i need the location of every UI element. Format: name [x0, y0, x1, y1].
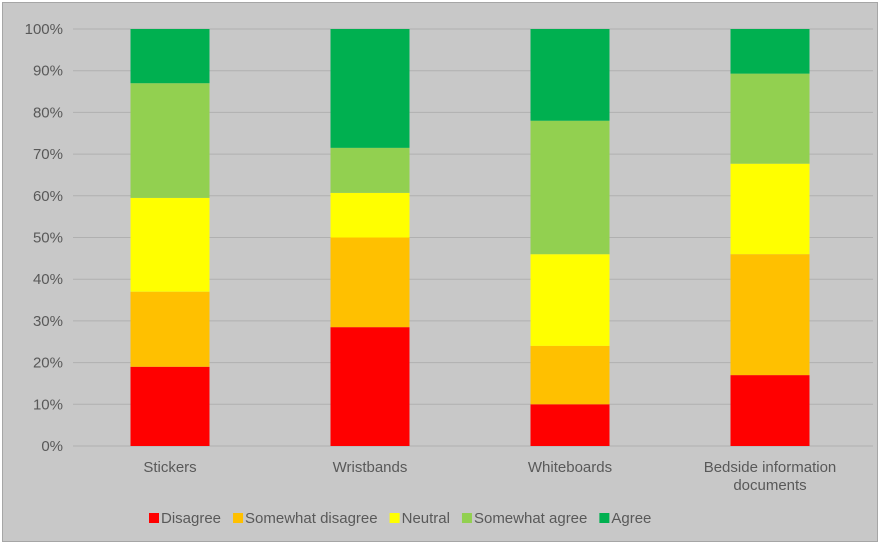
bar-segment	[730, 163, 810, 255]
legend-label: Agree	[611, 510, 651, 527]
bar-segment	[130, 366, 210, 446]
x-category-label: Stickers	[143, 459, 196, 476]
legend-swatch	[233, 513, 244, 523]
bar-segment	[730, 375, 810, 446]
legend-swatch	[461, 513, 472, 523]
legend-label: Neutral	[402, 510, 450, 527]
bar-segment	[330, 327, 410, 446]
bar-segment	[130, 83, 210, 198]
bar-segment	[530, 254, 610, 346]
y-tick-label: 20%	[33, 355, 63, 372]
y-tick-label: 30%	[33, 313, 63, 330]
bar-segment	[330, 192, 410, 238]
y-tick-label: 50%	[33, 230, 63, 247]
legend-swatch	[389, 513, 400, 523]
y-tick-label: 70%	[33, 146, 63, 163]
bar-segment	[530, 120, 610, 255]
y-tick-label: 100%	[25, 21, 63, 38]
stacked-bar-chart: 0% 10% 20% 30% 40% 50% 60% 70% 80% 90% 100% Sticke…	[25, 21, 873, 527]
bar-segment	[530, 29, 610, 121]
bar-segment	[330, 237, 410, 328]
bar-segment	[330, 147, 410, 193]
x-category-label: Bedside information documents	[704, 459, 837, 494]
bar-segment	[130, 197, 210, 292]
y-tick-label: 40%	[33, 271, 63, 288]
legend-label: Disagree	[161, 510, 221, 527]
x-axis: Stickers Wristbands Whiteboards Bedside inf…	[143, 459, 836, 494]
y-tick-label: 80%	[33, 104, 63, 121]
legend-swatch	[149, 513, 159, 523]
bar-segment	[130, 29, 210, 84]
bar-segment	[530, 345, 610, 405]
y-tick-label: 0%	[41, 438, 63, 455]
y-tick-label: 10%	[33, 396, 63, 413]
bars	[130, 29, 810, 446]
bar-segment	[530, 404, 610, 446]
bar-segment	[130, 291, 210, 367]
x-category-label: Whiteboards	[528, 459, 612, 476]
legend-label: Somewhat agree	[474, 510, 587, 527]
bar-segment	[730, 254, 810, 376]
legend-swatch	[599, 513, 610, 523]
x-category-label: Wristbands	[333, 459, 408, 476]
legend-label: Somewhat disagree	[245, 510, 378, 527]
y-axis: 0% 10% 20% 30% 40% 50% 60% 70% 80% 90% 100%	[25, 21, 63, 455]
bar-segment	[330, 29, 410, 148]
bar-segment	[730, 73, 810, 164]
bar-segment	[730, 29, 810, 74]
legend: Disagree Somewhat disagree Neutral Somewhat…	[149, 510, 651, 527]
y-tick-label: 60%	[33, 188, 63, 205]
y-tick-label: 90%	[33, 63, 63, 80]
